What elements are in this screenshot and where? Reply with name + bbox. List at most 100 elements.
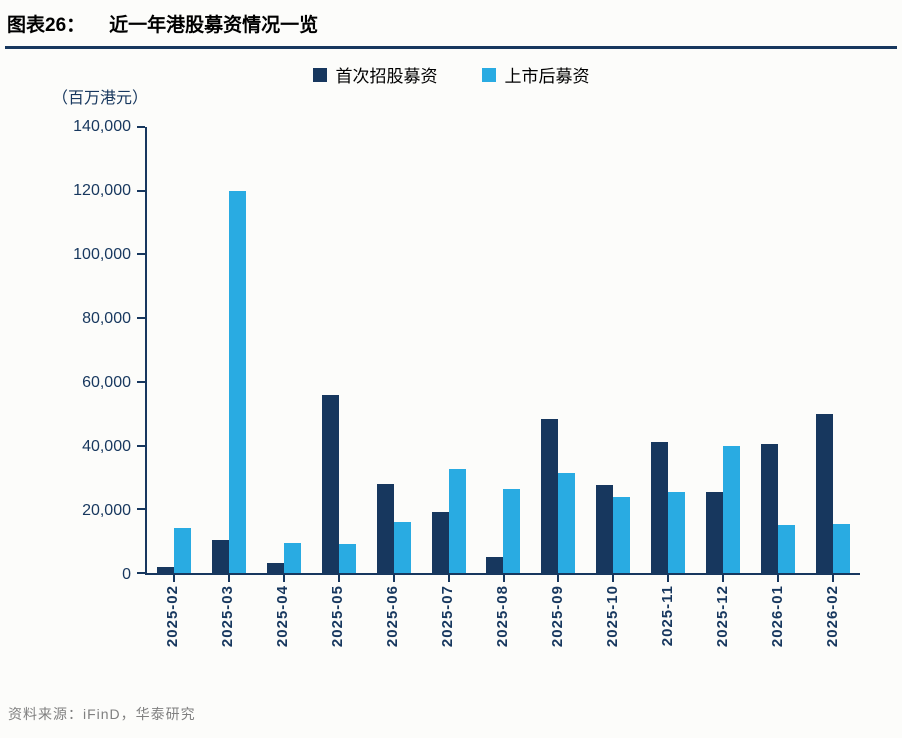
chart-number-label: 图表26： <box>7 15 86 36</box>
bar-group <box>202 127 257 573</box>
bar-group <box>257 127 312 573</box>
bar-ipo <box>760 443 778 573</box>
bar-post-listing <box>448 469 466 573</box>
bar-post-listing <box>558 472 576 573</box>
bar-post-listing <box>832 523 850 573</box>
x-label-cell: 2025-10 <box>585 585 640 701</box>
bar-post-listing <box>174 528 192 573</box>
x-label: 2025-02 <box>164 585 181 648</box>
bar-ipo <box>376 483 394 573</box>
x-tick-mark <box>612 575 615 582</box>
x-label: 2025-11 <box>659 585 676 647</box>
bar-group <box>421 127 476 573</box>
bar-group <box>366 127 421 573</box>
bar-post-listing <box>393 522 411 573</box>
bar-ipo <box>321 394 339 573</box>
bar-group <box>476 127 531 573</box>
y-tick-mark <box>137 444 145 447</box>
x-label-cell: 2026-01 <box>750 585 805 701</box>
bar-post-listing <box>338 544 356 573</box>
x-label: 2026-01 <box>769 585 786 648</box>
x-label: 2025-07 <box>439 585 456 648</box>
x-tick-mark <box>776 575 779 582</box>
x-label: 2025-08 <box>494 585 511 648</box>
x-label-cell: 2025-04 <box>255 585 310 701</box>
bar-group <box>147 127 202 573</box>
x-label: 2025-09 <box>549 585 566 648</box>
bar-post-listing <box>503 488 521 573</box>
legend-swatch-ipo-icon <box>312 67 327 82</box>
chart-area <box>137 126 860 582</box>
x-label-cell: 2025-08 <box>475 585 530 701</box>
bar-ipo <box>815 413 833 573</box>
bar-ipo <box>431 512 449 573</box>
bar-group <box>695 127 750 573</box>
y-tick-label: 20,000 <box>82 502 131 519</box>
bar-post-listing <box>613 496 631 573</box>
x-label-cell: 2025-03 <box>200 585 255 701</box>
x-label: 2025-12 <box>714 585 731 648</box>
x-label: 2025-10 <box>604 585 621 648</box>
bar-post-listing <box>284 542 302 573</box>
x-axis-labels: 2025-02 2025-03 2025-04 2025-05 2025-06 2025-… <box>145 585 860 701</box>
y-tick-mark <box>137 253 145 256</box>
x-tick-mark <box>502 575 505 582</box>
x-tick-mark <box>557 575 560 582</box>
bar-ipo <box>157 566 175 573</box>
x-tick-mark <box>831 575 834 582</box>
y-tick-label: 40,000 <box>82 438 131 455</box>
bar-ipo <box>212 539 230 573</box>
x-label-cell: 2025-11 <box>640 585 695 701</box>
x-label-cell: 2025-12 <box>695 585 750 701</box>
x-label-cell: 2025-02 <box>145 585 200 701</box>
x-label: 2025-06 <box>384 585 401 648</box>
y-axis-labels: 0 20,000 40,000 60,000 80,000 100,000 120,000 1… <box>0 118 131 583</box>
x-tick-mark <box>283 575 286 582</box>
x-label-cell: 2025-09 <box>530 585 585 701</box>
chart-title: 近一年港股募资情况一览 <box>109 15 319 36</box>
x-label: 2026-02 <box>824 585 841 648</box>
y-axis-unit-label: （百万港元） <box>52 90 149 107</box>
x-label: 2025-03 <box>219 585 236 648</box>
legend-label-post-listing: 上市后募资 <box>504 67 590 86</box>
bar-ipo <box>651 442 669 573</box>
y-tick-mark <box>137 126 145 128</box>
plot-area <box>147 127 860 573</box>
y-tick-label: 80,000 <box>82 310 131 327</box>
x-tick-mark <box>337 575 340 582</box>
bar-ipo <box>541 418 559 573</box>
bar-group <box>805 127 860 573</box>
y-tick-mark <box>137 572 145 574</box>
bar-ipo <box>705 491 723 573</box>
x-label-cell: 2025-06 <box>365 585 420 701</box>
y-tick-label: 140,000 <box>73 118 131 135</box>
x-label-cell: 2025-07 <box>420 585 475 701</box>
bar-group <box>750 127 805 573</box>
y-tick-mark <box>137 508 145 511</box>
y-tick-label: 0 <box>122 566 131 583</box>
y-tick-label: 60,000 <box>82 374 131 391</box>
bar-group <box>312 127 367 573</box>
y-tick-mark <box>137 380 145 383</box>
chart-header: 图表26： 近一年港股募资情况一览 <box>5 6 897 49</box>
legend-item-ipo: 首次招股募资 <box>312 62 438 87</box>
bar-post-listing <box>668 491 686 573</box>
bar-ipo <box>596 485 614 573</box>
bar-ipo <box>486 557 504 573</box>
x-tick-mark <box>228 575 231 582</box>
x-tick-mark <box>667 575 670 582</box>
legend: 首次招股募资 上市后募资 <box>0 62 902 87</box>
x-tick-mark <box>392 575 395 582</box>
bar-post-listing <box>229 190 247 573</box>
x-label-cell: 2025-05 <box>310 585 365 701</box>
x-label: 2025-04 <box>274 585 291 648</box>
bar-post-listing <box>777 525 795 573</box>
bar-ipo <box>267 563 285 573</box>
x-tick-mark <box>173 575 176 582</box>
x-tick-mark <box>447 575 450 582</box>
bar-group <box>641 127 696 573</box>
x-tick-mark <box>721 575 724 582</box>
x-label-cell: 2026-02 <box>805 585 860 701</box>
x-label: 2025-05 <box>329 585 346 648</box>
